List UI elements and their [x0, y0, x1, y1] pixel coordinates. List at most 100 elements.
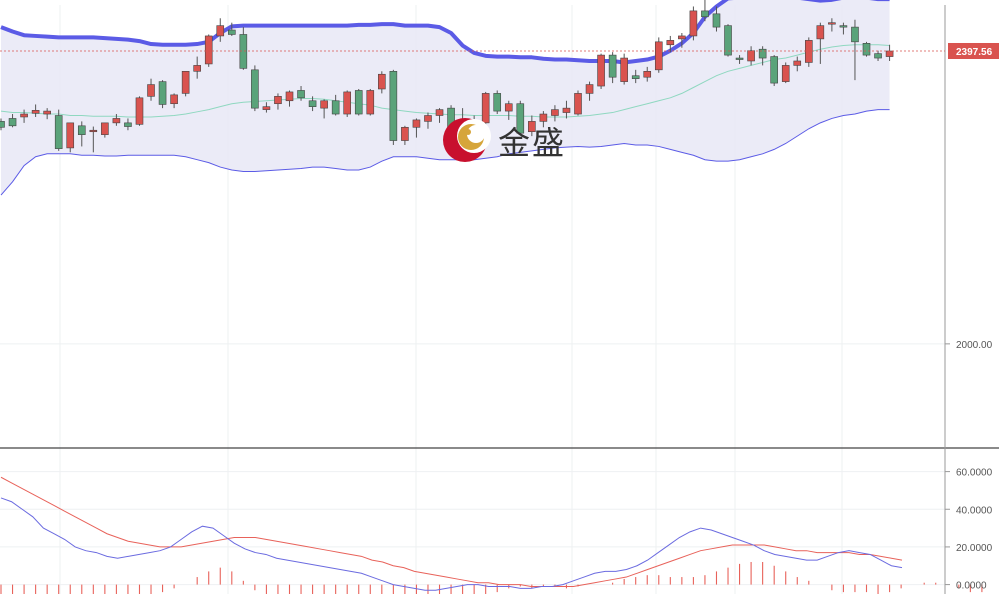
- candle: [401, 125, 409, 145]
- candle: [343, 90, 352, 117]
- current-price-label: 2397.56: [956, 47, 993, 58]
- candle: [147, 78, 155, 101]
- candle-body: [401, 126, 409, 141]
- candle: [539, 111, 548, 128]
- candle: [274, 93, 282, 110]
- candle-body: [20, 113, 28, 118]
- candle-body: [678, 35, 686, 40]
- candle: [493, 90, 502, 115]
- candle-body: [354, 90, 363, 115]
- candle: [620, 53, 628, 85]
- band-fill: [1, 0, 890, 196]
- candle-body: [608, 54, 617, 78]
- candle-body: [343, 91, 352, 115]
- candle-body: [181, 71, 190, 94]
- candlesticks: [0, 0, 894, 153]
- candle: [839, 22, 848, 35]
- candle-body: [597, 54, 605, 87]
- candle: [828, 18, 836, 32]
- candle-body: [135, 97, 144, 125]
- candle: [481, 91, 490, 126]
- candle-body: [251, 69, 259, 109]
- candle-body: [851, 26, 859, 43]
- candle: [793, 56, 802, 72]
- candle-body: [666, 40, 675, 46]
- candle-body: [308, 100, 317, 107]
- candle: [528, 115, 536, 137]
- candle: [0, 118, 5, 131]
- candle-body: [43, 110, 51, 115]
- candle-body: [0, 121, 5, 128]
- candle: [181, 71, 190, 97]
- candle: [31, 104, 40, 117]
- candle-body: [862, 43, 871, 56]
- candle-body: [839, 25, 848, 28]
- candle-body: [816, 25, 825, 40]
- candle-body: [793, 60, 802, 66]
- candle: [574, 90, 582, 116]
- candle-body: [31, 110, 40, 114]
- candle: [724, 24, 732, 57]
- candle: [320, 99, 328, 119]
- candle: [228, 22, 236, 36]
- candle-body: [366, 90, 375, 115]
- candle: [112, 114, 121, 126]
- candle: [735, 55, 744, 64]
- candle: [193, 56, 201, 79]
- candle: [701, 0, 709, 22]
- macd-y-tick-label: 60.0000: [956, 468, 993, 479]
- candle-body: [620, 57, 628, 82]
- candle: [251, 65, 259, 112]
- bollinger-bands: [0, 0, 890, 196]
- candle-body: [481, 93, 490, 124]
- candle-body: [204, 35, 213, 65]
- candle-body: [158, 81, 167, 105]
- candle: [516, 100, 525, 135]
- candle: [770, 55, 778, 87]
- candle: [239, 27, 248, 70]
- candle: [585, 81, 594, 101]
- candle: [643, 66, 652, 82]
- macd-y-tick-label: 20.0000: [956, 543, 993, 554]
- candle: [66, 122, 75, 153]
- lower-band-line: [0, 109, 890, 196]
- candle: [170, 93, 178, 109]
- macd-y-tick-label: 40.0000: [956, 505, 993, 516]
- candle: [216, 18, 225, 42]
- candle: [874, 50, 882, 61]
- candle: [262, 102, 271, 113]
- candle-body: [770, 56, 778, 84]
- candle: [8, 114, 17, 128]
- price-axis: 2397.56 2000.00 60.0000 40.0000 20.0000 0.000…: [0, 42, 999, 592]
- watermark-text: 金盛: [498, 125, 566, 161]
- candle-body: [285, 91, 294, 102]
- candle: [435, 108, 444, 123]
- candle: [551, 105, 559, 122]
- candle-body: [54, 115, 63, 149]
- candle-body: [551, 109, 559, 116]
- macd-y-tick-label: 0.0000: [956, 581, 987, 592]
- candle: [758, 46, 767, 66]
- candle-body: [101, 122, 109, 135]
- candle: [631, 69, 640, 84]
- macd-dif-line: [0, 497, 903, 591]
- candle: [781, 62, 790, 84]
- candle-body: [701, 10, 709, 18]
- candle-body: [504, 103, 513, 112]
- jinsheng-logo-icon: [443, 118, 491, 162]
- candle: [54, 109, 63, 151]
- watermark: 金盛: [443, 118, 566, 162]
- y-tick-label: 2000.00: [956, 340, 993, 351]
- candle: [331, 94, 340, 116]
- candle-body: [239, 34, 248, 69]
- candle-body: [493, 93, 502, 112]
- middle-band-line: [0, 44, 890, 118]
- candle-body: [539, 113, 548, 122]
- candle-body: [147, 84, 155, 97]
- candle: [354, 88, 363, 116]
- candle: [43, 108, 51, 120]
- candle: [851, 19, 859, 81]
- candle-body: [216, 25, 225, 37]
- candle-body: [320, 100, 328, 109]
